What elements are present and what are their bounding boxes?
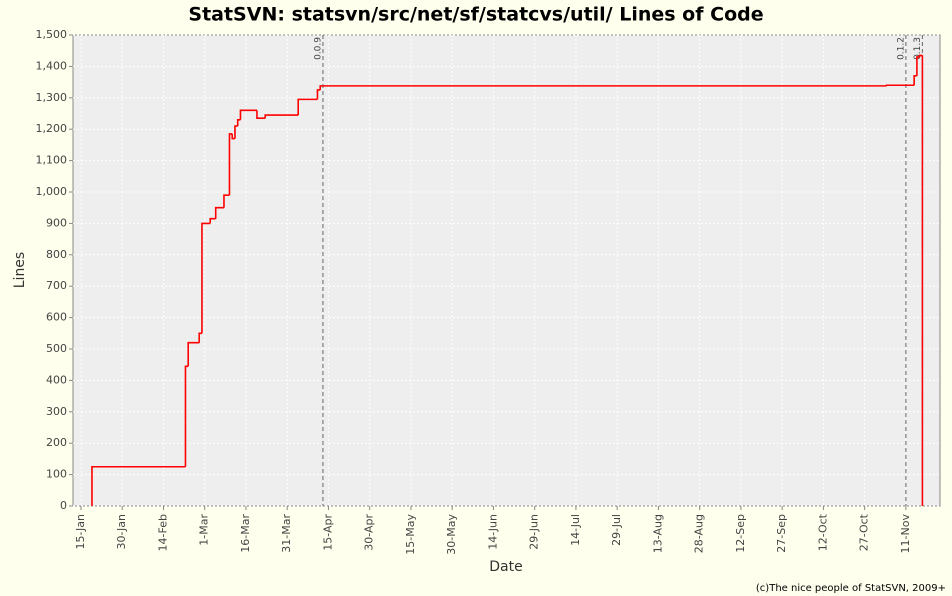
y-tick-label: 700: [46, 279, 67, 292]
y-tick-label: 0: [60, 499, 67, 512]
version-label: 0.0.9: [313, 37, 323, 60]
line-step: [214, 206, 224, 219]
x-tick-label: 14-Feb: [156, 514, 169, 551]
line-step: [297, 98, 318, 116]
y-tick-label: 100: [46, 468, 67, 481]
y-tick-label: 900: [46, 216, 67, 229]
y-tick-label: 1,400: [36, 59, 68, 72]
line-step: [918, 54, 923, 57]
line-step: [916, 56, 920, 76]
x-tick-label: 14-Jul: [569, 514, 582, 546]
y-tick-label: 400: [46, 373, 67, 386]
y-tick-label: 1,300: [36, 91, 68, 104]
y-tick-label: 1,200: [36, 122, 68, 135]
x-axis-label: Date: [489, 559, 522, 575]
x-tick-label: 11-Nov: [899, 514, 912, 554]
line-step: [209, 217, 216, 224]
x-tick-label: 14-Jun: [486, 514, 499, 550]
x-tick-label: 15-Apr: [321, 514, 334, 551]
x-tick-label: 27-Sep: [775, 514, 788, 553]
x-tick-label: 27-Oct: [858, 513, 871, 551]
line-step: [228, 133, 233, 196]
x-tick-label: 13-Aug: [651, 514, 664, 553]
line-step: [201, 222, 211, 246]
x-tick-label: 30-May: [445, 514, 458, 555]
y-tick-label: 1,000: [36, 185, 68, 198]
y-tick-label: 200: [46, 436, 67, 449]
x-tick-label: 29-Jul: [610, 514, 623, 546]
x-tick-label: 1-Mar: [198, 514, 211, 546]
line-step: [256, 110, 266, 120]
x-tick-label: 16-Mar: [239, 514, 252, 553]
line-step: [264, 114, 299, 119]
y-tick-label: 500: [46, 342, 67, 355]
x-tick-label: 15-May: [404, 514, 417, 555]
line-step: [187, 341, 200, 367]
line-step: [316, 89, 321, 100]
line-step: [913, 75, 917, 86]
version-label: 0.1.2: [896, 37, 906, 60]
chart-title: StatSVN: statsvn/src/net/sf/statcvs/util…: [188, 4, 763, 26]
y-axis-label: Lines: [12, 252, 28, 288]
x-tick-label: 30-Jan: [115, 514, 128, 550]
line-step: [91, 465, 186, 506]
line-step: [184, 365, 189, 384]
line-step: [239, 109, 257, 120]
x-tick-label: 15-Jan: [74, 514, 87, 550]
line-step: [234, 125, 238, 139]
y-tick-label: 1,100: [36, 154, 68, 167]
line-step: [319, 85, 887, 90]
x-tick-label: 29-Jun: [528, 514, 541, 550]
plot-area: [72, 34, 941, 507]
line-step: [236, 118, 241, 127]
x-tick-label: 12-Oct: [816, 513, 829, 551]
line-step: [231, 133, 235, 140]
x-tick-label: 12-Sep: [734, 514, 747, 553]
x-tick-label: 28-Aug: [693, 514, 706, 553]
x-tick-label: 30-Apr: [363, 514, 376, 551]
line-step: [198, 332, 202, 335]
y-tick-label: 600: [46, 311, 67, 324]
y-tick-label: 1,500: [36, 28, 68, 41]
y-tick-label: 300: [46, 405, 67, 418]
x-tick-label: 31-Mar: [280, 514, 293, 553]
footer: (c)The nice people of StatSVN, 2009+: [756, 583, 946, 594]
line-step: [223, 194, 230, 208]
version-label: 0.1.3: [913, 37, 923, 60]
y-tick-label: 800: [46, 248, 67, 261]
line-step: [885, 84, 915, 87]
